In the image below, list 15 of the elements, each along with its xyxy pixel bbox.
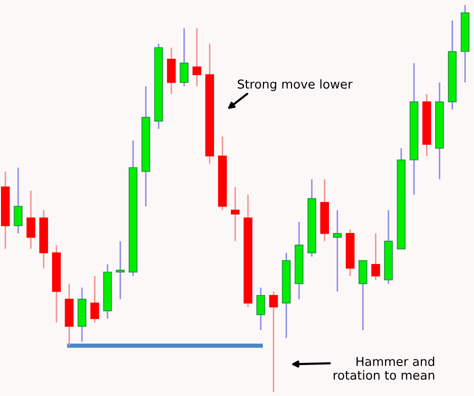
candlestick: [180, 28, 189, 88]
annotation: Hammer and rotation to mean: [334, 356, 434, 380]
candlestick: [192, 28, 202, 88]
candlestick: [269, 290, 278, 393]
candlestick: [358, 260, 368, 331]
candlestick: [26, 190, 36, 250]
candlestick: [230, 186, 240, 242]
candlestick: [116, 240, 125, 300]
candlestick: [256, 286, 266, 331]
annotation: Strong move lower: [238, 79, 353, 92]
candlestick: [371, 232, 380, 281]
candlestick: [332, 210, 342, 292]
candlestick: [90, 275, 100, 324]
candlestick: [14, 166, 23, 234]
candlestick: [166, 46, 176, 95]
